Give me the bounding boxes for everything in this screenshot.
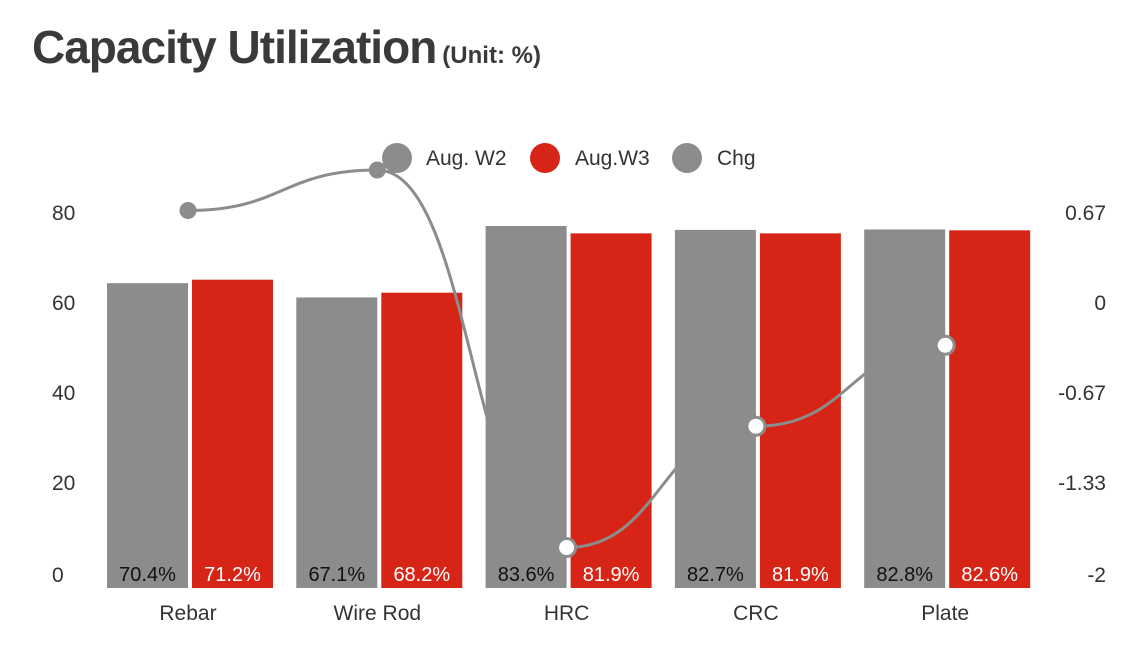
data-labels: 70.4% 71.2% 67.1% 68.2% 83.6% 81.9% 82.7% 81.9%…	[119, 564, 1018, 586]
chart-title: Capacity Utilization	[32, 21, 437, 73]
chart-subtitle: (Unit: %)	[442, 42, 541, 69]
y-left-tick-label: 0	[52, 564, 64, 587]
change-point	[745, 415, 767, 437]
data-label-w2: 70.4%	[119, 564, 176, 586]
y-left-tick-label: 40	[52, 382, 75, 405]
legend-swatch	[382, 143, 412, 173]
legend-label: Chg	[717, 147, 756, 170]
legend-label: Aug.W3	[575, 147, 650, 170]
bar-aug-w3	[192, 279, 273, 588]
y-left-tick-label: 80	[52, 202, 75, 225]
bars	[107, 226, 1031, 588]
bar-aug-w3	[949, 230, 1031, 588]
x-tick-label: CRC	[733, 602, 779, 625]
data-label-w2: 82.7%	[687, 564, 744, 586]
y-right-tick-label: 0	[1094, 292, 1106, 315]
y-right-tick-label: -2	[1087, 564, 1106, 587]
bar-aug-w3	[570, 233, 652, 588]
data-label-w3: 81.9%	[583, 564, 640, 586]
legend: Aug. W2 Aug.W3 Chg	[382, 143, 756, 173]
y-right-tick-label: -0.67	[1058, 382, 1106, 405]
legend-swatch	[530, 143, 560, 173]
x-tick-label: HRC	[544, 602, 590, 625]
data-label-w2: 82.8%	[876, 564, 933, 586]
bar-aug-w2	[485, 226, 567, 588]
change-point	[368, 161, 386, 179]
change-point	[179, 201, 197, 219]
data-label-w3: 81.9%	[772, 564, 829, 586]
data-label-w3: 68.2%	[393, 564, 450, 586]
legend-swatch	[672, 143, 702, 173]
change-point	[556, 537, 578, 559]
x-tick-label: Wire Rod	[334, 602, 422, 625]
bar-aug-w3	[381, 292, 463, 588]
y-right-tick-label: 0.67	[1065, 202, 1106, 225]
bar-aug-w3	[759, 233, 841, 588]
bar-aug-w2	[864, 229, 946, 588]
x-tick-label: Rebar	[159, 602, 216, 625]
y-left-tick-label: 20	[52, 472, 75, 495]
axes: 0 20 40 60 80 -2 -1.33 -0.67 0 0.67 Rebar Wire Rod H…	[52, 202, 1106, 625]
bar-aug-w2	[296, 297, 378, 588]
chart-title-block: Capacity Utilization (Unit: %)	[32, 20, 541, 74]
bar-aug-w2	[107, 283, 188, 588]
y-left-tick-label: 60	[52, 292, 75, 315]
x-tick-label: Plate	[921, 602, 969, 625]
y-right-tick-label: -1.33	[1058, 472, 1106, 495]
change-point	[934, 334, 956, 356]
bar-aug-w2	[674, 229, 756, 588]
change-line-path	[187, 168, 946, 550]
change-line	[179, 161, 956, 559]
legend-label: Aug. W2	[426, 147, 507, 170]
data-label-w3: 82.6%	[961, 564, 1018, 586]
data-label-w2: 83.6%	[498, 564, 555, 586]
data-label-w3: 71.2%	[204, 564, 261, 586]
data-label-w2: 67.1%	[308, 564, 365, 586]
